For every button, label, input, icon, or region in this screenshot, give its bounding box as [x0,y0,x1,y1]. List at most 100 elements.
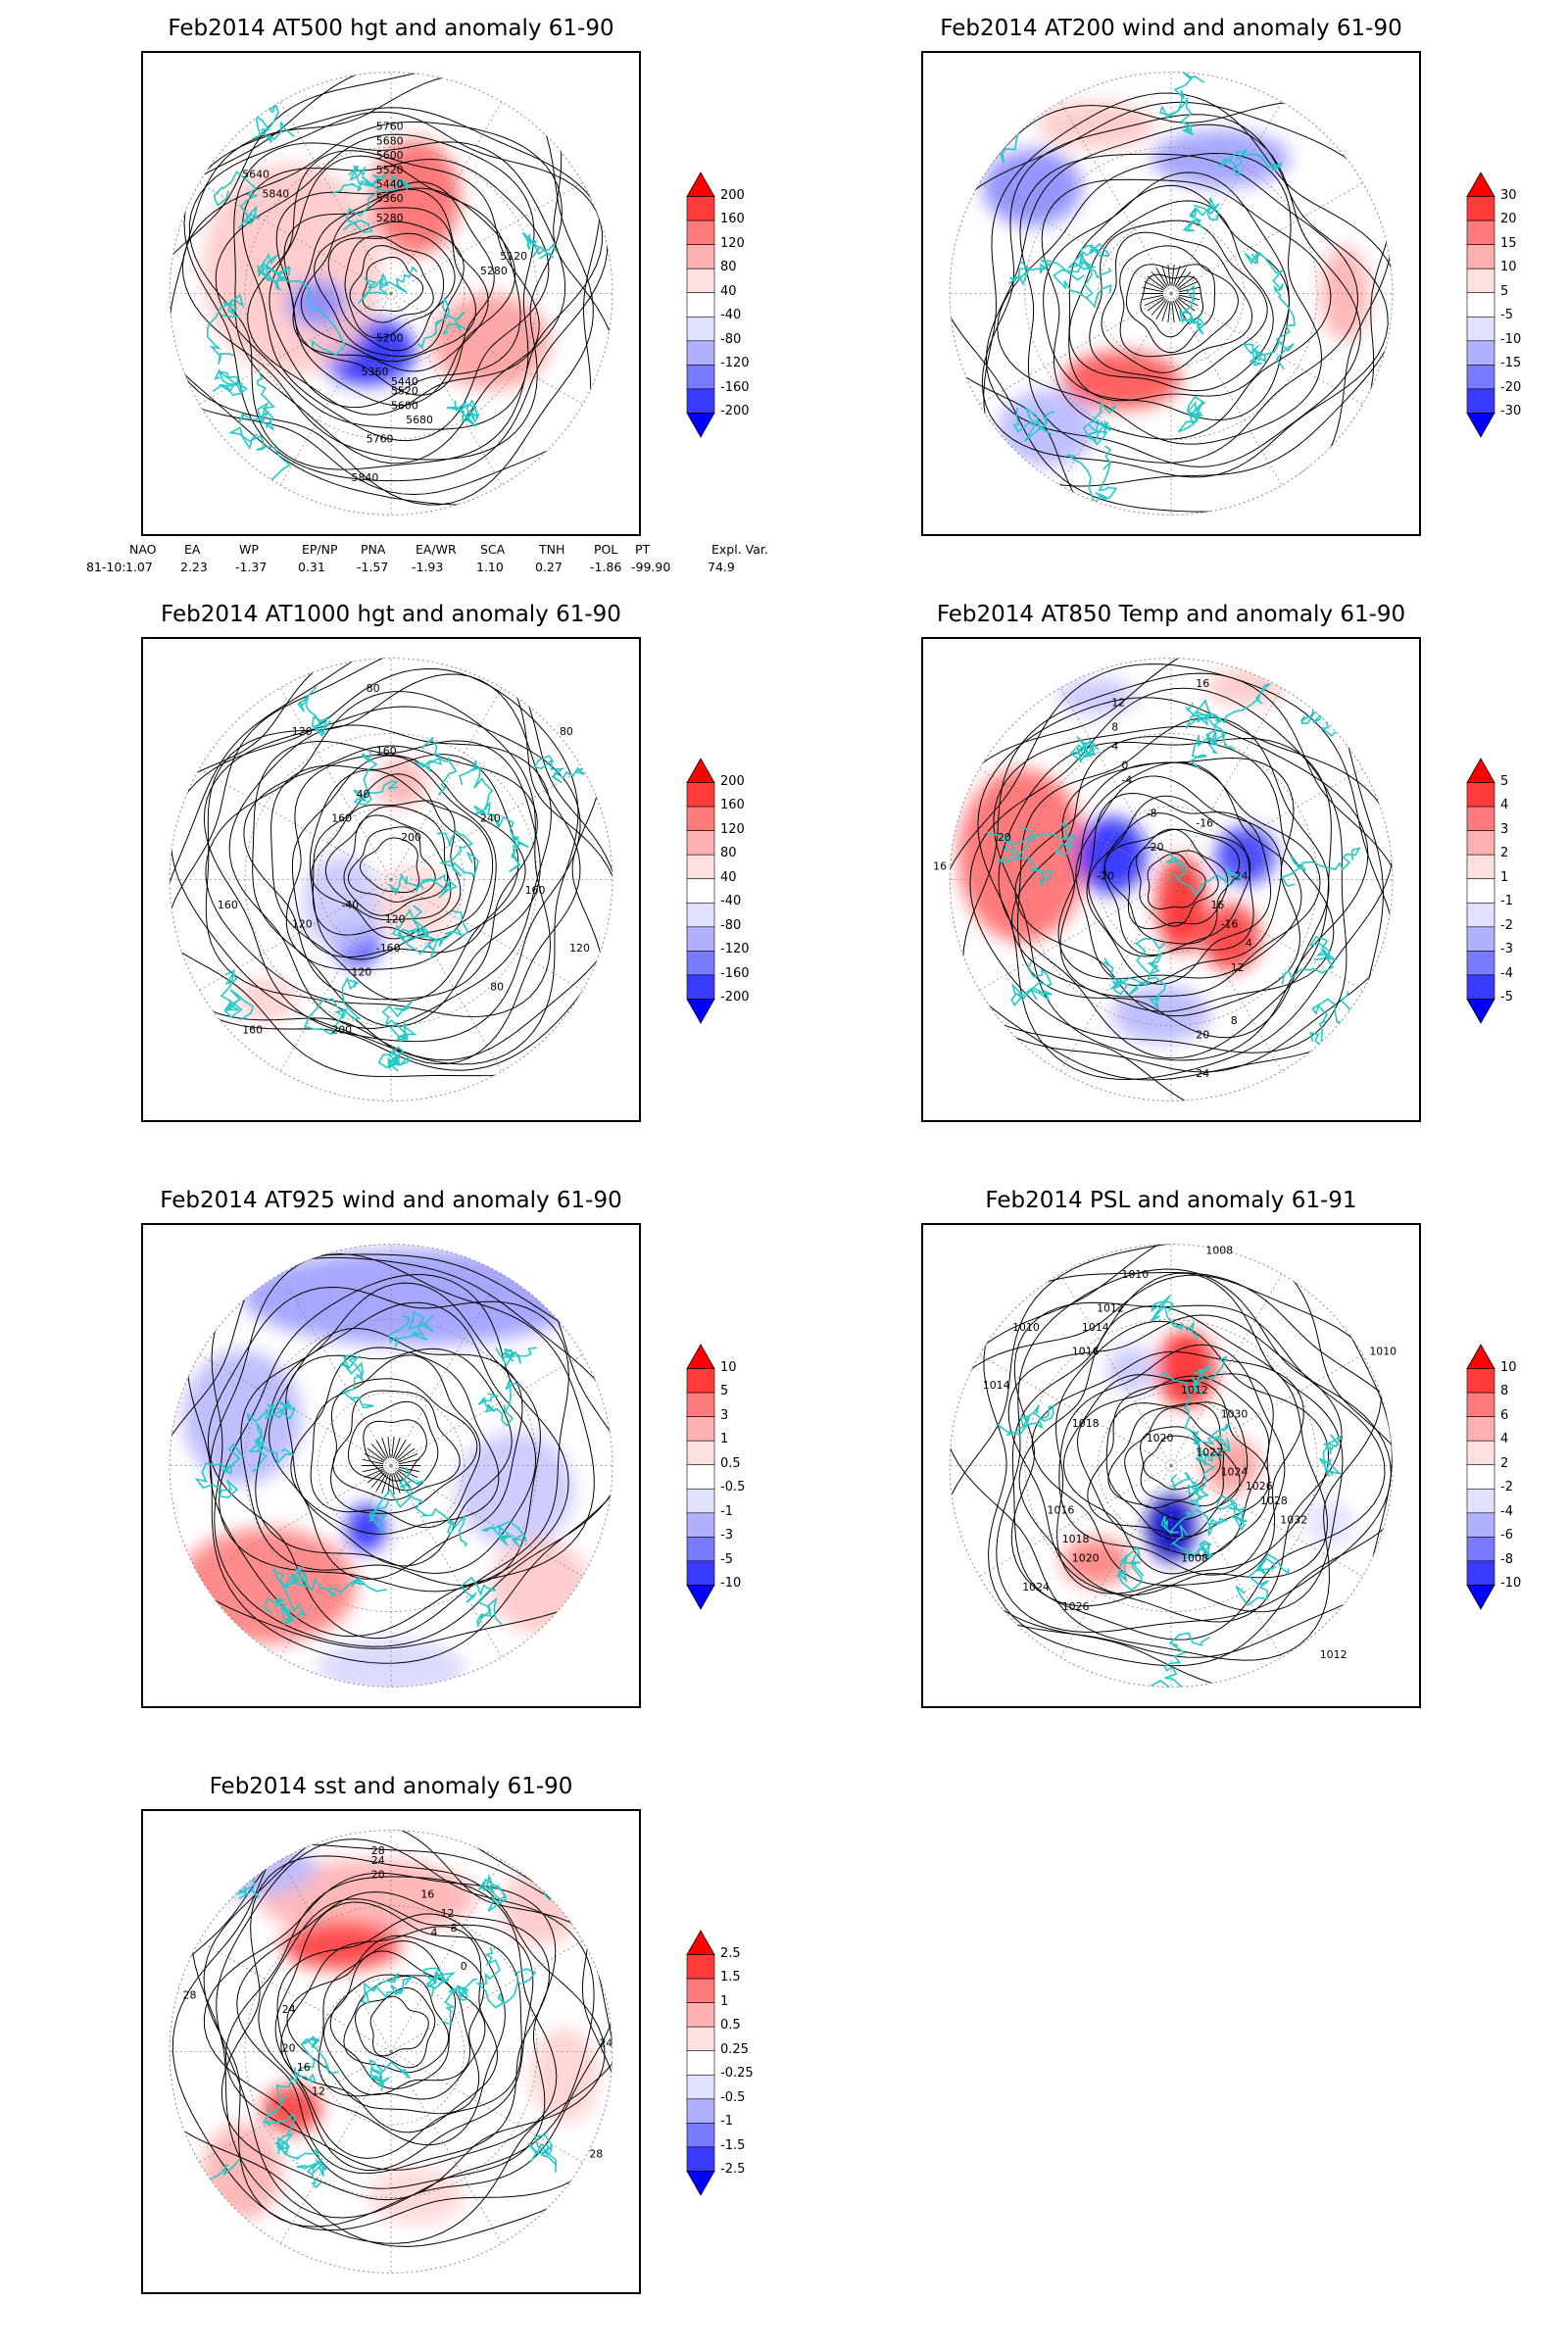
contour-label: 16 [933,860,947,873]
map-boundary [949,72,1394,515]
colorbar-tick-label: -2.5 [720,2162,746,2178]
latlon-grid [950,1244,1393,1688]
colorbar-tick-label: -160 [720,379,750,395]
map-frame [141,1223,641,1708]
contour-lines [170,658,612,1078]
teleconnection-value: 1.07 [125,560,153,574]
contour-label: -16 [1196,816,1213,829]
colorbar-tick-label: 2 [1500,1455,1509,1471]
contour-label: -120 [381,913,406,926]
contour-label: 1028 [1260,1494,1288,1507]
colorbar-tick-label: 6 [1500,1407,1509,1423]
contour-label: 5120 [500,250,527,263]
contour-label: 1012 [1320,1648,1348,1661]
contour-label: 160 [331,812,352,825]
map-disk [950,658,1393,1102]
contour-label: 5360 [362,366,389,378]
contour-label: 8 [451,1922,458,1935]
polar-map: 1008 1010 1012 1014 1016 1018 1020 1022 1024 1026… [949,1244,1396,1688]
contour-label: -20 [1097,870,1114,883]
contour-label: 5680 [406,414,433,426]
contour-label: 5520 [391,385,418,398]
colorbar-tick-label: -0.25 [720,2066,754,2082]
colorbar [1466,172,1495,438]
colorbar-tick-label: -20 [1500,379,1522,395]
colorbar-tick-label: -120 [720,942,750,957]
colorbar-tick-label: 120 [720,821,745,837]
map-boundary [169,72,613,515]
teleconnection-value: -1.86 [590,560,622,574]
contour-label: 1020 [1147,1432,1174,1445]
contour-label: 12 [312,2085,325,2098]
contour-label: 4 [430,1927,437,1939]
teleconnection-header: EP/NP [302,542,338,557]
colorbar-tick-label: -5 [1500,990,1513,1005]
contour-label: 1016 [1048,1504,1075,1517]
colorbar-tick-label: -1 [720,2114,733,2130]
colorbar-tick-label: 20 [1500,212,1517,227]
colorbar [1466,1344,1495,1610]
contour-label: 1032 [1280,1513,1307,1526]
contour-label: 5440 [391,375,418,388]
contour-label: -4 [1121,773,1132,786]
teleconnection-header: TNH [539,542,565,557]
polar-map: 5760568056005520544053605280520051205640… [169,72,613,515]
contour-label: -40 [341,899,359,911]
colorbar-tick-label: -40 [720,894,742,909]
colorbar-tick-label: -4 [1500,1503,1513,1519]
colorbar-tick-label: -160 [720,965,750,981]
colorbar-tick-label: 1 [720,1993,729,2009]
colorbar-wrap: 200 160 120 80 40 -40 -80 -120 -160 -200 [685,757,750,1064]
contour-lines [950,1244,1393,1688]
contour-label: 1010 [1369,1346,1396,1358]
contour-label: 1024 [1022,1581,1050,1593]
contour-label: 40 [357,788,370,801]
colorbar-tick-label: 40 [720,869,737,885]
contour-label: 12 [441,1907,455,1920]
contour-label: 5600 [391,399,418,412]
colorbar-tick-label: -8 [1500,1551,1513,1567]
colorbar-wrap: 30 20 15 10 5 -5 -10 -15 -20 -30 [1465,171,1521,478]
polar-map [949,72,1394,515]
contour-label: 1022 [1196,1446,1223,1459]
colorbar-tick-label: -6 [1500,1528,1513,1544]
colorbar-tick-label: 10 [1500,260,1517,275]
contour-label: 120 [352,966,372,979]
colorbar-tick-label: -200 [720,990,750,1005]
colorbar-tick-label: 3 [720,1407,729,1423]
panel-title: Feb2014 sst and anomaly 61-90 [209,1774,573,1799]
colorbar-tick-label: -1 [1500,894,1513,909]
colorbar-tick-label: 0.5 [720,2018,741,2034]
teleconnection-value: -1.93 [412,560,444,574]
map-disk [950,72,1393,515]
contour-label: 120 [569,942,590,955]
colorbar-tick-label: 4 [1500,1432,1509,1447]
contour-label: 120 [292,918,313,931]
colorbar-tick-label: 1 [1500,869,1509,885]
panel-title: Feb2014 PSL and anomaly 61-91 [985,1188,1357,1213]
contour-label: 12 [1231,961,1245,974]
contour-label: 28 [371,1844,385,1857]
coastlines [220,686,609,1072]
panel-title: Feb2014 AT500 hgt and anomaly 61-90 [168,16,614,41]
contour-label: 1018 [1072,1417,1100,1430]
colorbar [686,1930,715,2196]
panel-title: Feb2014 AT925 wind and anomaly 61-90 [160,1188,622,1213]
colorbar-tick-label: 160 [720,798,745,813]
coastlines [206,98,559,504]
contour-label: 5640 [242,169,270,181]
map-disk [170,658,612,1102]
colorbar-tick-label: -80 [720,917,742,933]
contour-label: 16 [1210,899,1224,911]
contour-label: 200 [401,831,421,844]
colorbar-tick-label: 120 [720,235,745,251]
contour-label: 20 [998,831,1011,844]
colorbar-tick-label: -5 [720,1551,733,1567]
contour-label: 5440 [376,177,404,190]
map-boundary [949,658,1394,1102]
colorbar-tick-label: 3 [1500,821,1509,837]
colorbar-tick-label: -10 [1500,331,1522,347]
teleconnection-value: -1.57 [357,560,389,574]
contour-label: 24 [599,2037,612,2050]
map-disk [170,1244,612,1688]
